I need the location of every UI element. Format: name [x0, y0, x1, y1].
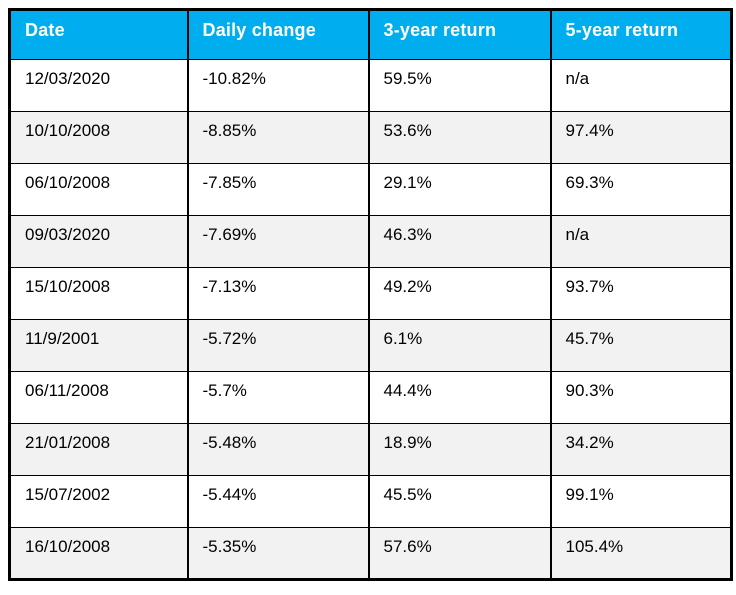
table-row: 12/03/2020 -10.82% 59.5% n/a	[8, 59, 733, 112]
cell-daily-change: -5.48%	[186, 423, 370, 476]
cell-daily-change: -5.44%	[186, 475, 370, 528]
cell-3-year-return: 45.5%	[367, 475, 552, 528]
cell-5-year-return: n/a	[549, 59, 733, 112]
table-row: 10/10/2008 -8.85% 53.6% 97.4%	[8, 111, 733, 164]
cell-date: 06/10/2008	[8, 163, 189, 216]
cell-3-year-return: 46.3%	[367, 215, 552, 268]
cell-date: 15/10/2008	[8, 267, 189, 320]
cell-daily-change: -10.82%	[186, 59, 370, 112]
cell-3-year-return: 6.1%	[367, 319, 552, 372]
cell-daily-change: -8.85%	[186, 111, 370, 164]
table-header-row: Date Daily change 3-year return 5-year r…	[8, 9, 733, 60]
cell-daily-change: -5.35%	[186, 527, 370, 580]
column-header-daily-change: Daily change	[186, 9, 370, 60]
cell-daily-change: -5.72%	[186, 319, 370, 372]
cell-daily-change: -7.13%	[186, 267, 370, 320]
table-row: 21/01/2008 -5.48% 18.9% 34.2%	[8, 423, 733, 476]
returns-table: Date Daily change 3-year return 5-year r…	[8, 8, 733, 581]
cell-3-year-return: 44.4%	[367, 371, 552, 424]
cell-5-year-return: 45.7%	[549, 319, 733, 372]
cell-3-year-return: 57.6%	[367, 527, 552, 580]
table-row: 11/9/2001 -5.72% 6.1% 45.7%	[8, 319, 733, 372]
cell-date: 09/03/2020	[8, 215, 189, 268]
cell-5-year-return: 69.3%	[549, 163, 733, 216]
cell-daily-change: -7.69%	[186, 215, 370, 268]
cell-date: 16/10/2008	[8, 527, 189, 580]
cell-3-year-return: 59.5%	[367, 59, 552, 112]
cell-3-year-return: 29.1%	[367, 163, 552, 216]
cell-date: 15/07/2002	[8, 475, 189, 528]
cell-5-year-return: 34.2%	[549, 423, 733, 476]
cell-date: 11/9/2001	[8, 319, 189, 372]
cell-date: 06/11/2008	[8, 371, 189, 424]
cell-daily-change: -5.7%	[186, 371, 370, 424]
cell-5-year-return: 90.3%	[549, 371, 733, 424]
table-row: 06/11/2008 -5.7% 44.4% 90.3%	[8, 371, 733, 424]
cell-date: 21/01/2008	[8, 423, 189, 476]
cell-daily-change: -7.85%	[186, 163, 370, 216]
column-header-5-year-return: 5-year return	[549, 9, 733, 60]
table-row: 15/07/2002 -5.44% 45.5% 99.1%	[8, 475, 733, 528]
table-row: 09/03/2020 -7.69% 46.3% n/a	[8, 215, 733, 268]
cell-date: 12/03/2020	[8, 59, 189, 112]
table-row: 06/10/2008 -7.85% 29.1% 69.3%	[8, 163, 733, 216]
table-row: 16/10/2008 -5.35% 57.6% 105.4%	[8, 527, 733, 580]
cell-5-year-return: 99.1%	[549, 475, 733, 528]
cell-date: 10/10/2008	[8, 111, 189, 164]
cell-3-year-return: 49.2%	[367, 267, 552, 320]
cell-5-year-return: 105.4%	[549, 527, 733, 580]
column-header-3-year-return: 3-year return	[367, 9, 552, 60]
column-header-date: Date	[8, 9, 189, 60]
table-row: 15/10/2008 -7.13% 49.2% 93.7%	[8, 267, 733, 320]
cell-5-year-return: 93.7%	[549, 267, 733, 320]
cell-5-year-return: n/a	[549, 215, 733, 268]
cell-3-year-return: 53.6%	[367, 111, 552, 164]
cell-3-year-return: 18.9%	[367, 423, 552, 476]
cell-5-year-return: 97.4%	[549, 111, 733, 164]
